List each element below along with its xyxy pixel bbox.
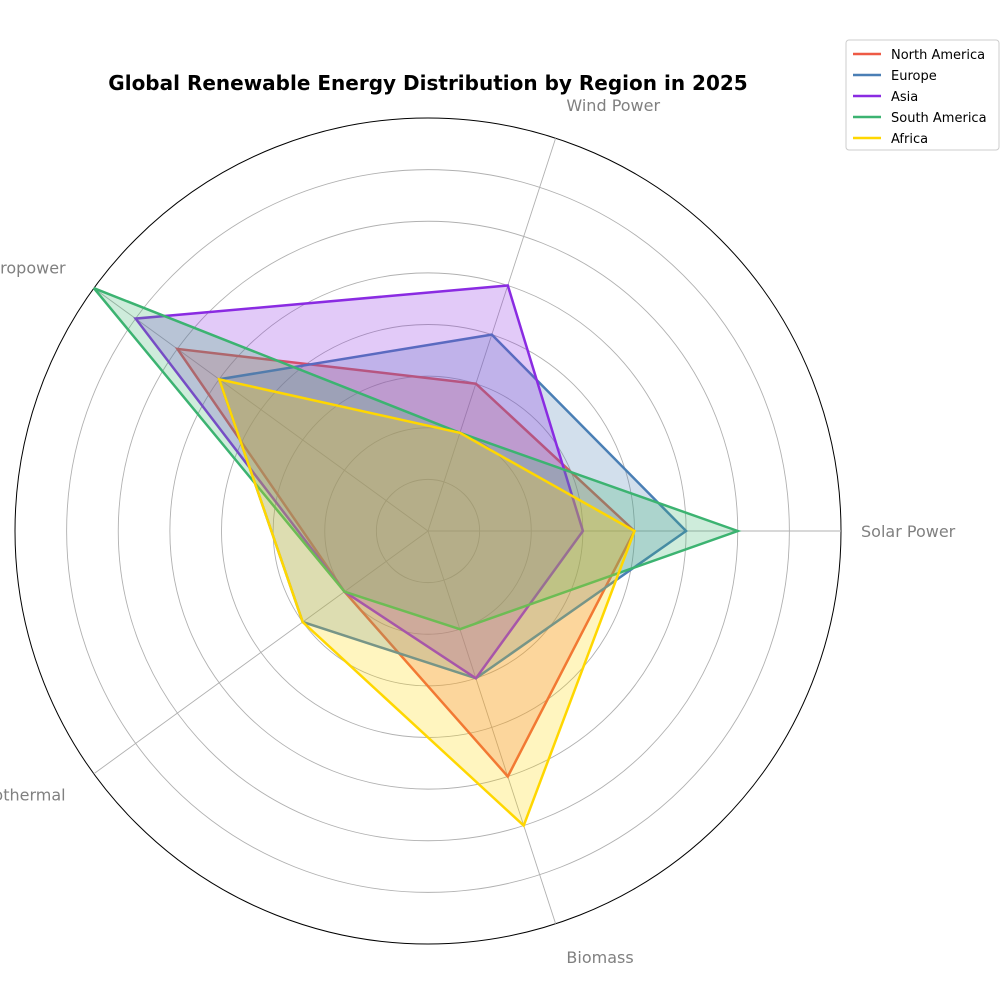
chart-title: Global Renewable Energy Distribution by …	[108, 71, 747, 95]
legend: North America Europe Asia South America Afri…	[845, 39, 1000, 151]
series-line-2	[133, 284, 585, 681]
legend-label-3: South America	[891, 111, 987, 126]
series-line-3	[92, 287, 742, 631]
series-area-2	[135, 285, 583, 679]
radar-series	[92, 284, 742, 828]
axis-label-0: Solar Power	[861, 522, 956, 541]
series-area-0	[177, 348, 635, 777]
series-area-1	[219, 334, 687, 679]
axis-spoke	[427, 530, 557, 924]
series-line-0	[174, 347, 637, 779]
legend-label-0: North America	[891, 48, 985, 63]
series-line-4	[217, 377, 637, 828]
axis-spoke	[93, 287, 429, 532]
legend-label-2: Asia	[891, 90, 918, 105]
series-area-3	[93, 288, 738, 630]
axis-label-3: Geothermal	[0, 785, 66, 804]
axis-spoke	[93, 530, 429, 775]
legend-label-1: Europe	[891, 69, 937, 84]
legend-frame	[845, 39, 1000, 151]
axis-label-2: Hydropower	[0, 259, 66, 278]
axis-label-1: Wind Power	[566, 96, 660, 115]
legend-label-4: Africa	[891, 132, 928, 147]
series-area-4	[219, 379, 635, 826]
axis-label-4: Biomass	[566, 948, 633, 967]
axis-labels: Solar Power Wind Power Hydropower Geotherma…	[0, 96, 956, 967]
